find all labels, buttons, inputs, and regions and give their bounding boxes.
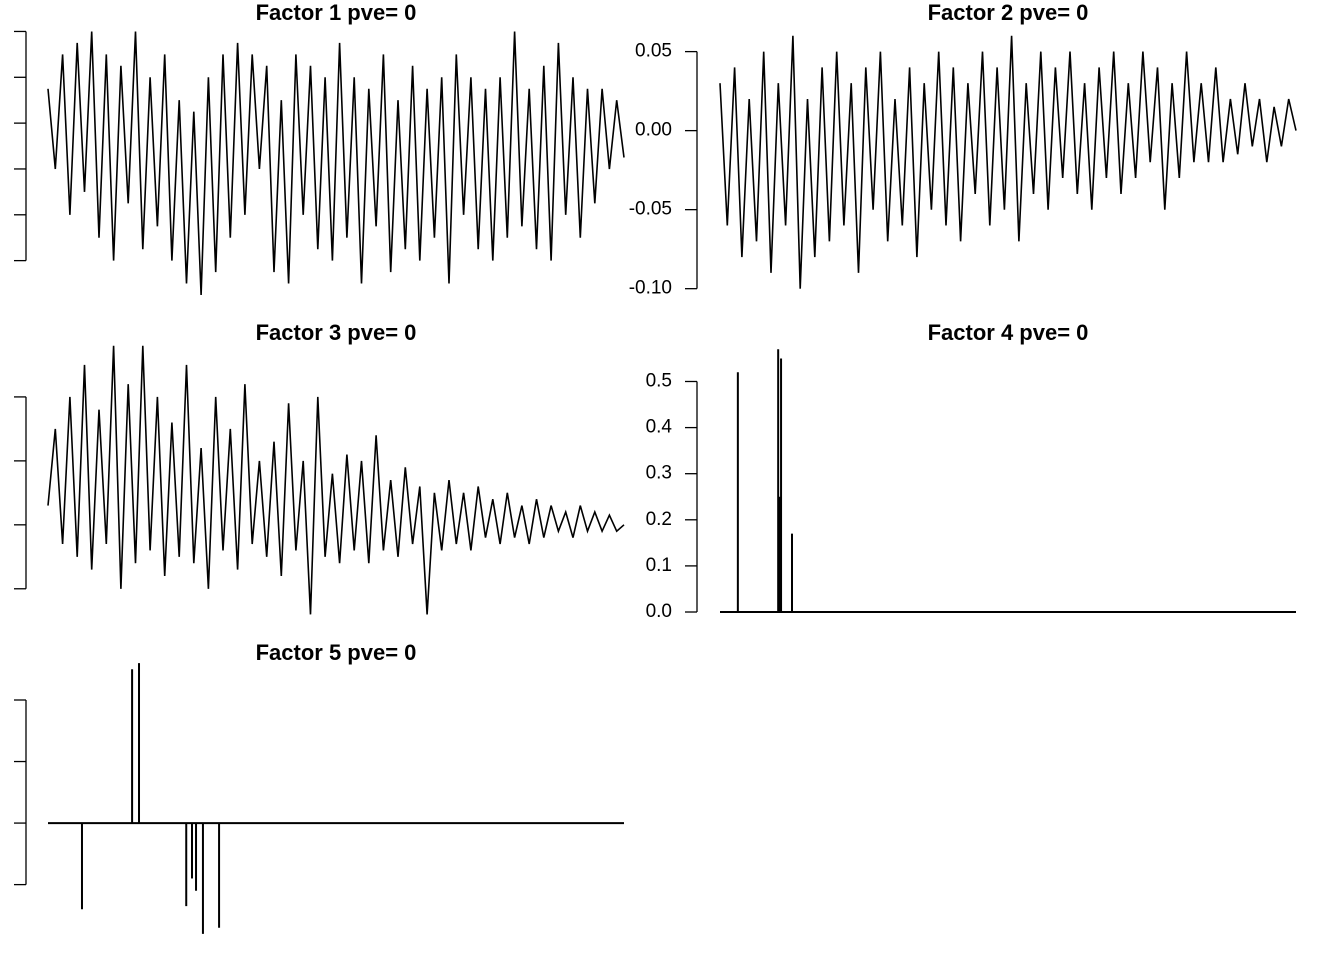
- data-line: [47, 345, 625, 615]
- y-tick-label: -0.10: [629, 278, 672, 299]
- y-tick-label: 0.1: [646, 555, 672, 576]
- y-tick-label: 0.5: [646, 371, 672, 392]
- chart-title: Factor 4 pve= 0: [928, 320, 1089, 345]
- chart-title: Factor 5 pve= 0: [256, 640, 417, 665]
- chart-title: Factor 2 pve= 0: [928, 0, 1089, 25]
- data-line: [47, 31, 625, 296]
- y-tick-label: 0.2: [646, 509, 672, 530]
- y-tick-label: 0.0: [646, 601, 672, 622]
- chart-title: Factor 3 pve= 0: [256, 320, 417, 345]
- y-tick-label: 0.3: [646, 463, 672, 484]
- y-tick-label: -0.05: [629, 199, 672, 220]
- data-line: [719, 35, 1297, 289]
- y-tick-label: 0.00: [635, 120, 672, 141]
- chart-title: Factor 1 pve= 0: [256, 0, 417, 25]
- y-tick-label: 0.4: [646, 417, 673, 438]
- y-tick-label: 0.05: [635, 41, 672, 62]
